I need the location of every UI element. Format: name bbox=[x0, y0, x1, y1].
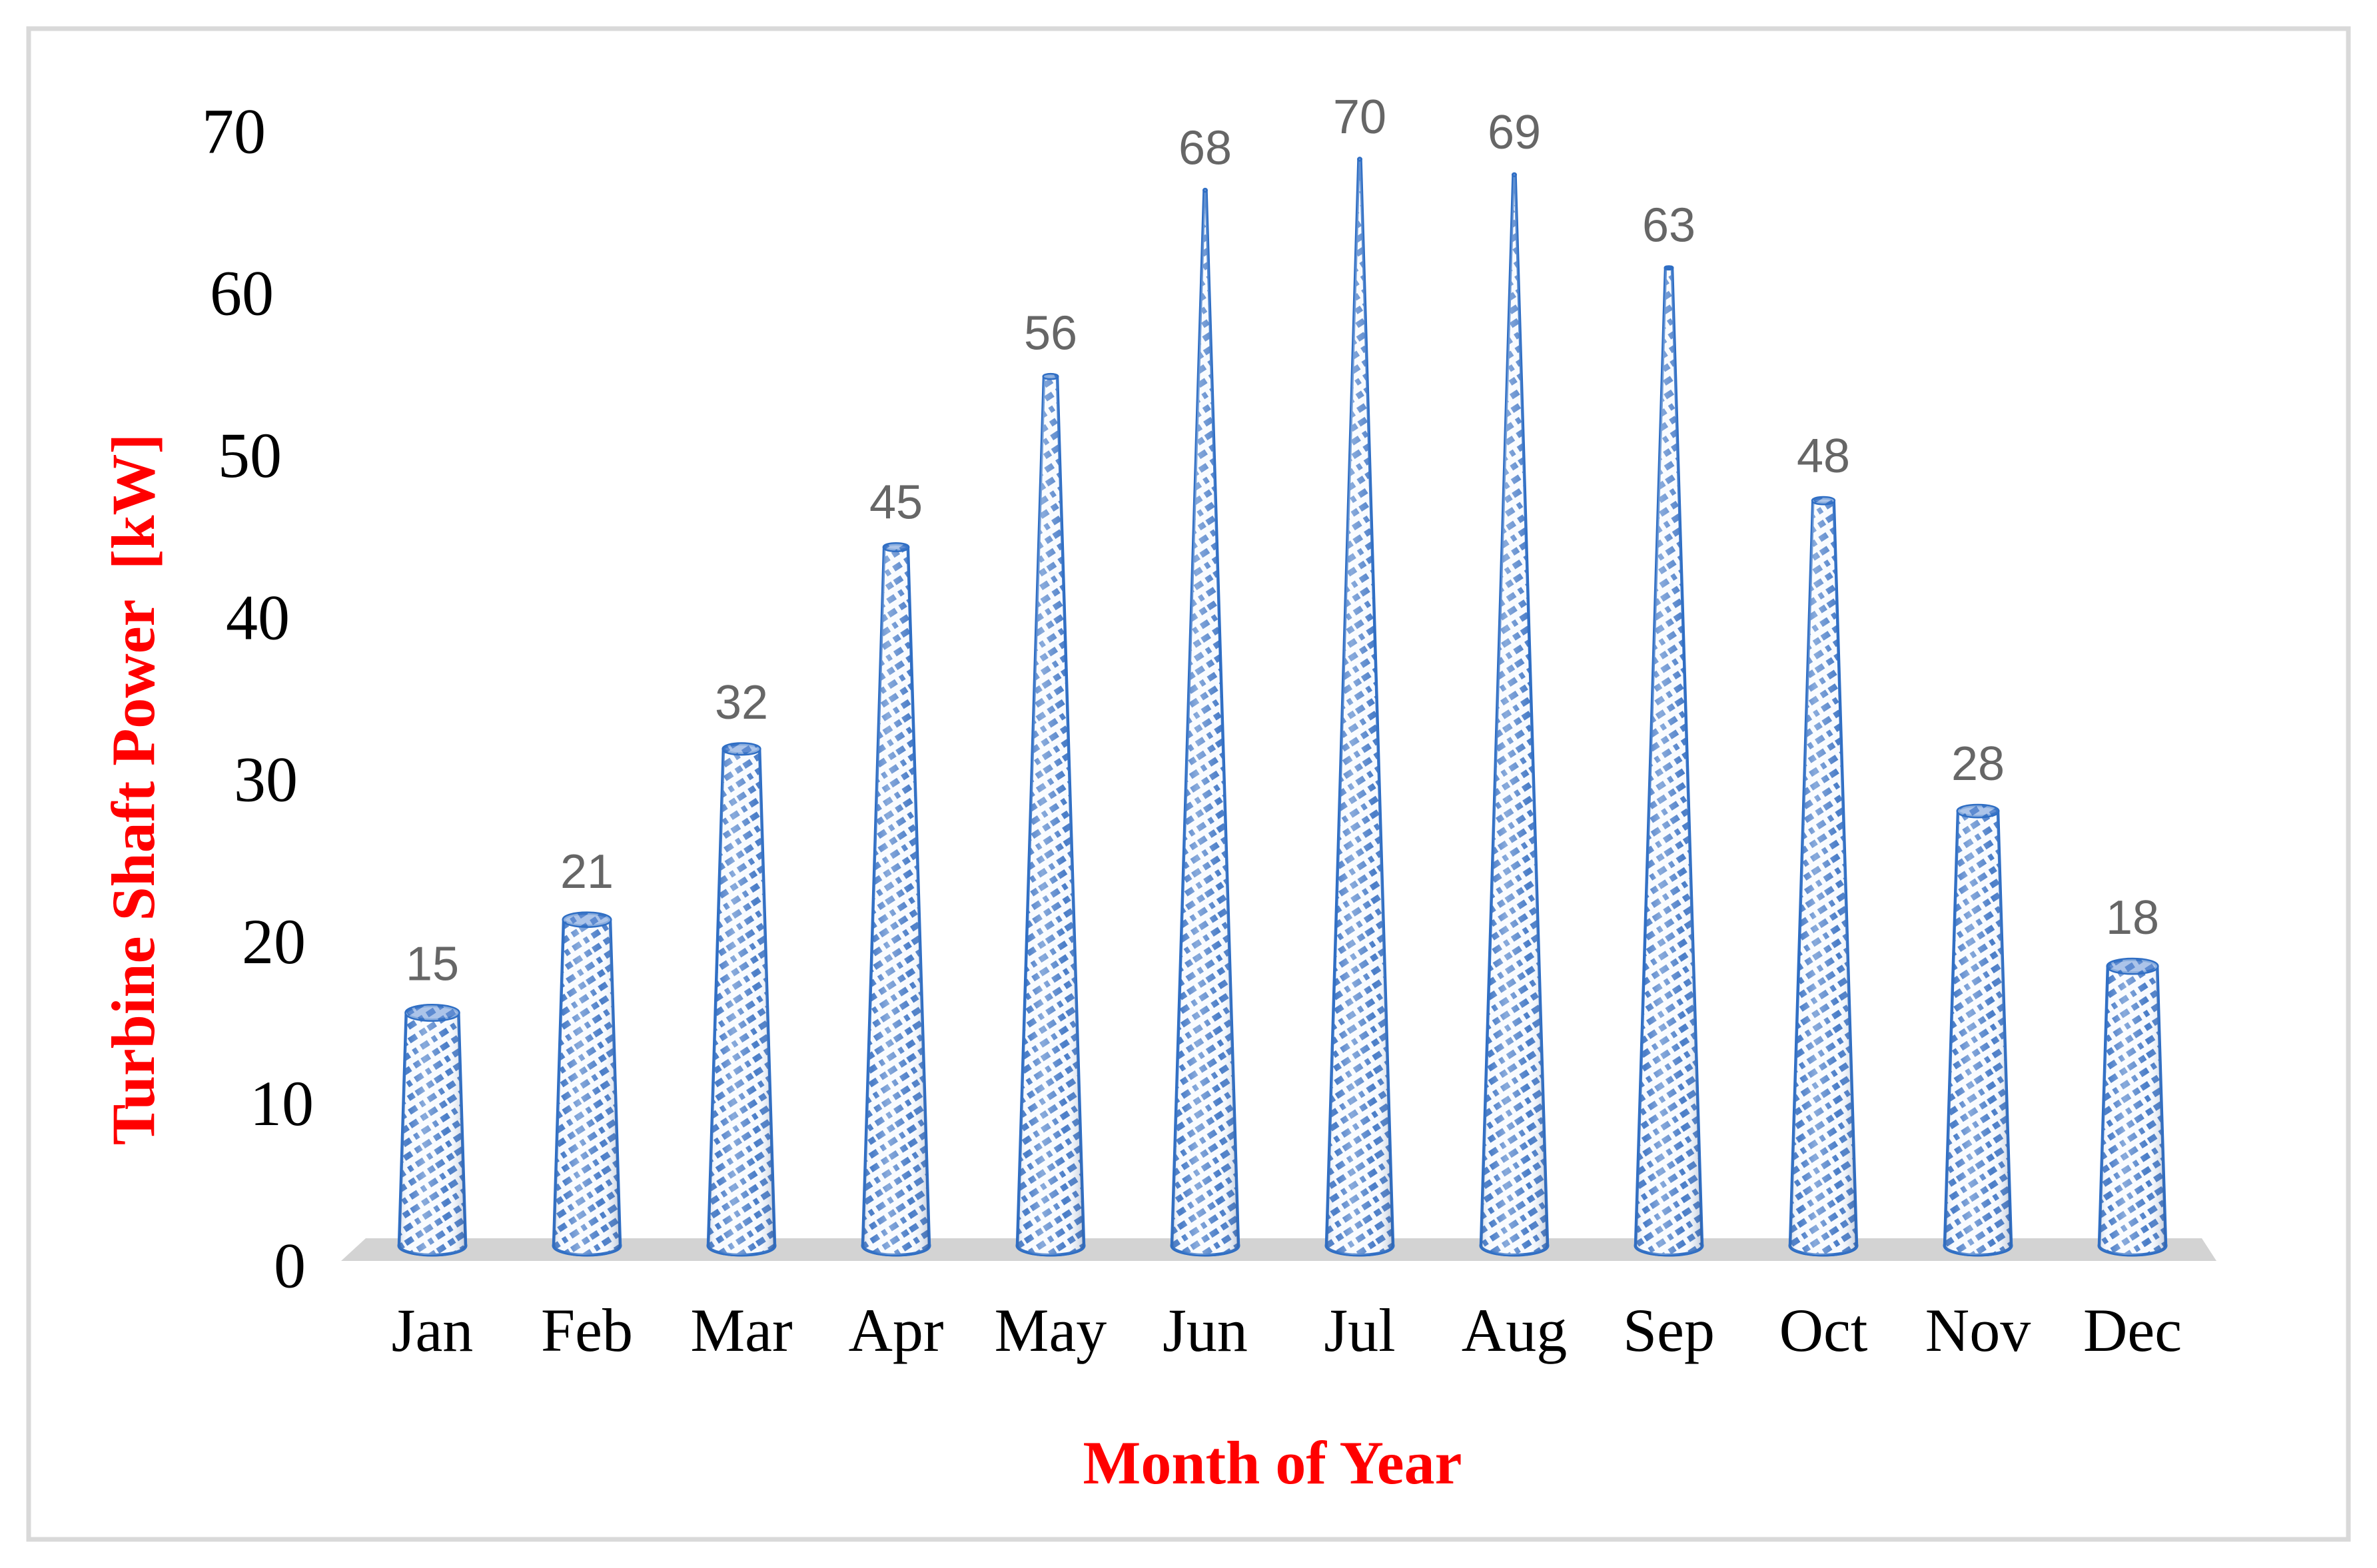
x-tick-jan: Jan bbox=[392, 1296, 474, 1364]
x-axis-title: Month of Year bbox=[1083, 1429, 1462, 1497]
cone-body-shading bbox=[1017, 376, 1084, 1256]
data-labels-group: 15 21 32 45 56 68 70 69 63 48 28 18 bbox=[406, 91, 2159, 991]
y-tick-0: 0 bbox=[274, 1230, 306, 1302]
cone-top-ellipse bbox=[1664, 265, 1674, 271]
page-border bbox=[26, 26, 2351, 1542]
x-tick-jul: Jul bbox=[1324, 1296, 1395, 1364]
cone-bars-group bbox=[397, 157, 2168, 1257]
cone-top-hatch bbox=[723, 743, 760, 754]
cone-top-hatch bbox=[884, 544, 908, 551]
cone-body-shading bbox=[708, 749, 775, 1255]
cone-top-ellipse bbox=[1202, 187, 1208, 193]
cone-top-hatch bbox=[1813, 498, 1834, 504]
bar-cone-may bbox=[1015, 372, 1086, 1257]
y-tick-70: 70 bbox=[202, 95, 266, 167]
cone-top-ellipse bbox=[1512, 172, 1517, 177]
chart-floor bbox=[341, 1238, 2216, 1261]
x-tick-sep: Sep bbox=[1623, 1296, 1715, 1364]
data-label-dec: 18 bbox=[2106, 891, 2159, 945]
y-axis-ticks-group: 0 10 20 30 40 50 60 70 bbox=[202, 95, 314, 1301]
bar-cone-apr bbox=[861, 542, 931, 1257]
x-tick-nov: Nov bbox=[1925, 1296, 2031, 1364]
cone-body-shading bbox=[1326, 159, 1393, 1255]
data-label-jul: 70 bbox=[1333, 91, 1386, 144]
bar-cone-sep bbox=[1634, 265, 1704, 1257]
x-tick-jun: Jun bbox=[1163, 1296, 1248, 1364]
data-label-aug: 69 bbox=[1488, 106, 1541, 159]
x-tick-dec: Dec bbox=[2083, 1296, 2182, 1364]
y-axis-title: Turbine Shaft Power [kW] bbox=[99, 434, 167, 1145]
data-label-oct: 48 bbox=[1797, 430, 1850, 483]
x-tick-mar: Mar bbox=[690, 1296, 792, 1364]
cone-top-ellipse bbox=[1357, 157, 1362, 162]
bar-cone-dec bbox=[2097, 957, 2168, 1257]
cone-top-hatch bbox=[1958, 805, 1998, 817]
cone-body-shading bbox=[1172, 190, 1238, 1256]
y-tick-50: 50 bbox=[218, 420, 282, 491]
bar-cone-jun bbox=[1170, 187, 1240, 1257]
y-tick-40: 40 bbox=[226, 582, 290, 653]
y-tick-10: 10 bbox=[250, 1068, 314, 1139]
cone-body-shading bbox=[1636, 268, 1702, 1256]
y-tick-30: 30 bbox=[234, 744, 298, 815]
data-label-may: 56 bbox=[1024, 306, 1077, 360]
x-tick-aug: Aug bbox=[1462, 1296, 1567, 1364]
bar-cone-jul bbox=[1324, 157, 1395, 1257]
cone-body-shading bbox=[554, 919, 620, 1255]
x-tick-oct: Oct bbox=[1779, 1296, 1868, 1364]
data-label-jan: 15 bbox=[406, 938, 459, 991]
cone-body-shading bbox=[1790, 500, 1857, 1255]
x-tick-may: May bbox=[995, 1296, 1107, 1364]
cone-top-hatch bbox=[406, 1005, 459, 1020]
x-tick-apr: Apr bbox=[848, 1296, 943, 1364]
bar-cone-nov bbox=[1943, 803, 2013, 1257]
data-label-jun: 68 bbox=[1179, 121, 1232, 175]
cone-top-hatch bbox=[2107, 959, 2158, 973]
x-axis-ticks-group: Jan Feb Mar Apr May Jun Jul Aug Sep Oct Nov Dec bbox=[392, 1296, 2182, 1364]
cone-body-shading bbox=[1945, 811, 2011, 1255]
data-label-feb: 21 bbox=[560, 845, 614, 899]
y-tick-20: 20 bbox=[242, 906, 306, 977]
data-label-apr: 45 bbox=[869, 476, 923, 530]
data-label-mar: 32 bbox=[715, 676, 768, 729]
cone-body-shading bbox=[2099, 966, 2166, 1255]
x-tick-feb: Feb bbox=[541, 1296, 633, 1364]
bar-cone-jan bbox=[397, 1004, 468, 1257]
bar-cone-aug bbox=[1479, 172, 1550, 1257]
bar-cone-feb bbox=[552, 911, 622, 1257]
cone-top-hatch bbox=[564, 913, 610, 927]
cone-body-shading bbox=[863, 547, 929, 1255]
bar-cone-oct bbox=[1788, 496, 1859, 1257]
data-label-nov: 28 bbox=[1951, 737, 2005, 791]
data-label-sep: 63 bbox=[1642, 199, 1695, 252]
bar-cone-mar bbox=[706, 742, 777, 1257]
cone-body-shading bbox=[1481, 175, 1548, 1255]
cone-top-hatch bbox=[1044, 374, 1057, 378]
cone-body-shading bbox=[399, 1012, 466, 1255]
y-tick-60: 60 bbox=[210, 258, 274, 329]
